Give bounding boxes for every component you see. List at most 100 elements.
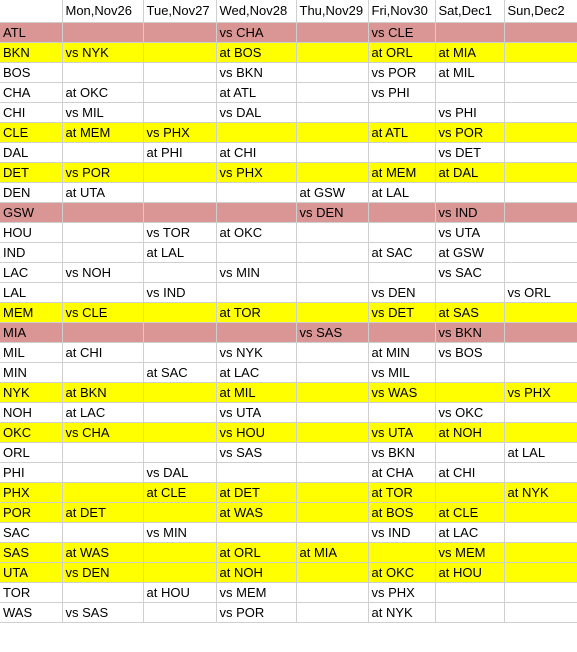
header-day-cell[interactable]: Mon,Nov26	[62, 0, 144, 23]
game-cell[interactable]	[504, 602, 577, 623]
game-cell[interactable]	[296, 82, 369, 103]
game-cell[interactable]	[368, 222, 436, 243]
game-cell[interactable]: at DET	[216, 482, 297, 503]
team-cell[interactable]: ORL	[0, 442, 63, 463]
team-cell[interactable]: CHA	[0, 82, 63, 103]
game-cell[interactable]	[216, 122, 297, 143]
game-cell[interactable]	[504, 422, 577, 443]
game-cell[interactable]: vs SAS	[216, 442, 297, 463]
game-cell[interactable]	[296, 442, 369, 463]
game-cell[interactable]: at ORL	[368, 42, 436, 63]
game-cell[interactable]	[435, 362, 505, 383]
game-cell[interactable]	[504, 42, 577, 63]
game-cell[interactable]: at HOU	[435, 562, 505, 583]
game-cell[interactable]	[62, 222, 144, 243]
game-cell[interactable]: at TOR	[368, 482, 436, 503]
game-cell[interactable]	[296, 302, 369, 323]
game-cell[interactable]	[62, 462, 144, 483]
game-cell[interactable]	[143, 62, 217, 83]
game-cell[interactable]	[504, 262, 577, 283]
game-cell[interactable]: at MIA	[435, 42, 505, 63]
game-cell[interactable]: at PHI	[143, 142, 217, 163]
game-cell[interactable]: vs IND	[143, 282, 217, 303]
game-cell[interactable]: vs POR	[216, 602, 297, 623]
team-cell[interactable]: HOU	[0, 222, 63, 243]
game-cell[interactable]: vs TOR	[143, 222, 217, 243]
game-cell[interactable]	[435, 442, 505, 463]
game-cell[interactable]: vs ORL	[504, 282, 577, 303]
game-cell[interactable]: vs IND	[435, 202, 505, 223]
team-cell[interactable]: PHX	[0, 482, 63, 503]
game-cell[interactable]: vs BKN	[368, 442, 436, 463]
game-cell[interactable]: vs DAL	[143, 462, 217, 483]
game-cell[interactable]: vs BOS	[435, 342, 505, 363]
game-cell[interactable]: at UTA	[62, 182, 144, 203]
game-cell[interactable]	[504, 302, 577, 323]
game-cell[interactable]: vs SAC	[435, 262, 505, 283]
game-cell[interactable]	[504, 22, 577, 43]
game-cell[interactable]	[143, 502, 217, 523]
game-cell[interactable]: at GSW	[296, 182, 369, 203]
game-cell[interactable]: at ORL	[216, 542, 297, 563]
game-cell[interactable]	[296, 362, 369, 383]
team-cell[interactable]: PHI	[0, 462, 63, 483]
header-day-cell[interactable]: Tue,Nov27	[143, 0, 217, 23]
game-cell[interactable]: vs HOU	[216, 422, 297, 443]
game-cell[interactable]	[143, 342, 217, 363]
game-cell[interactable]: at CHI	[435, 462, 505, 483]
game-cell[interactable]: at TOR	[216, 302, 297, 323]
game-cell[interactable]	[504, 542, 577, 563]
game-cell[interactable]: at ATL	[216, 82, 297, 103]
game-cell[interactable]	[296, 42, 369, 63]
header-day-cell[interactable]: Sat,Dec1	[435, 0, 505, 23]
game-cell[interactable]: at WAS	[62, 542, 144, 563]
game-cell[interactable]	[143, 202, 217, 223]
team-cell[interactable]: DAL	[0, 142, 63, 163]
game-cell[interactable]	[62, 22, 144, 43]
game-cell[interactable]	[435, 582, 505, 603]
game-cell[interactable]	[62, 142, 144, 163]
game-cell[interactable]	[296, 162, 369, 183]
game-cell[interactable]: vs MIL	[368, 362, 436, 383]
game-cell[interactable]	[504, 222, 577, 243]
game-cell[interactable]: vs OKC	[435, 402, 505, 423]
game-cell[interactable]	[62, 282, 144, 303]
game-cell[interactable]: at MIL	[216, 382, 297, 403]
game-cell[interactable]	[368, 142, 436, 163]
game-cell[interactable]	[216, 322, 297, 343]
team-cell[interactable]: SAC	[0, 522, 63, 543]
game-cell[interactable]	[62, 442, 144, 463]
game-cell[interactable]	[143, 82, 217, 103]
game-cell[interactable]	[143, 322, 217, 343]
game-cell[interactable]	[216, 462, 297, 483]
game-cell[interactable]	[62, 482, 144, 503]
team-cell[interactable]: DEN	[0, 182, 63, 203]
game-cell[interactable]: vs POR	[62, 162, 144, 183]
game-cell[interactable]	[62, 202, 144, 223]
game-cell[interactable]: at LAL	[368, 182, 436, 203]
game-cell[interactable]: vs PHX	[216, 162, 297, 183]
game-cell[interactable]: vs PHX	[504, 382, 577, 403]
team-cell[interactable]: MIA	[0, 322, 63, 343]
game-cell[interactable]	[143, 602, 217, 623]
game-cell[interactable]	[504, 82, 577, 103]
game-cell[interactable]	[296, 422, 369, 443]
game-cell[interactable]	[435, 182, 505, 203]
game-cell[interactable]: at CLE	[143, 482, 217, 503]
game-cell[interactable]	[504, 62, 577, 83]
team-cell[interactable]: MIL	[0, 342, 63, 363]
game-cell[interactable]: vs SAS	[296, 322, 369, 343]
game-cell[interactable]: vs MIN	[216, 262, 297, 283]
game-cell[interactable]: vs POR	[435, 122, 505, 143]
team-cell[interactable]: IND	[0, 242, 63, 263]
game-cell[interactable]: vs UTA	[435, 222, 505, 243]
game-cell[interactable]	[62, 362, 144, 383]
game-cell[interactable]	[296, 142, 369, 163]
game-cell[interactable]	[143, 42, 217, 63]
game-cell[interactable]	[296, 242, 369, 263]
game-cell[interactable]	[143, 442, 217, 463]
game-cell[interactable]	[504, 162, 577, 183]
game-cell[interactable]	[368, 102, 436, 123]
game-cell[interactable]: vs CHA	[216, 22, 297, 43]
game-cell[interactable]	[143, 102, 217, 123]
